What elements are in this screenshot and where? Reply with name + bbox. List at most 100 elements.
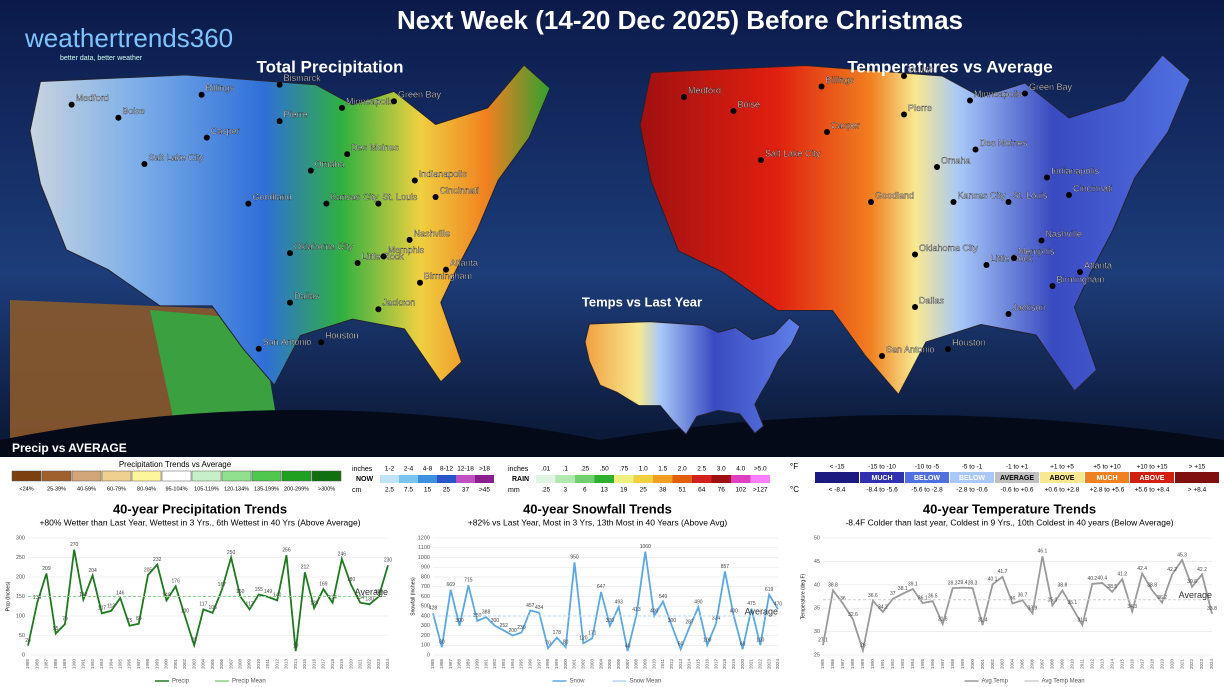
x-tick-label: 2014 bbox=[687, 659, 692, 670]
city-label: Medford bbox=[688, 85, 721, 95]
x-tick-label: 2019 bbox=[731, 659, 736, 670]
city-dot bbox=[912, 251, 918, 258]
data-label: 200 bbox=[508, 628, 517, 634]
y-tick-label: 0 bbox=[22, 652, 25, 658]
legend-title: Precipitation Trends vs Average bbox=[119, 460, 232, 469]
x-tick-label: 1989 bbox=[860, 659, 865, 670]
legend-swatch bbox=[101, 470, 132, 482]
legend-label: 2.5 bbox=[697, 466, 706, 473]
map-title: Temps vs Last Year bbox=[582, 294, 702, 309]
x-tick-label: 1996 bbox=[930, 659, 935, 670]
legend-label: Snow Mean bbox=[630, 679, 662, 685]
legend-label: -15 to -10 bbox=[868, 464, 896, 471]
y-axis-label: Prcp (Inches) bbox=[5, 581, 11, 611]
legend-label: > +15 bbox=[1189, 464, 1206, 471]
x-tick-label: 2012 bbox=[1089, 659, 1094, 670]
x-tick-label: 1993 bbox=[99, 659, 104, 670]
legend-label: 1.5 bbox=[658, 466, 667, 473]
data-label: 80 bbox=[136, 616, 142, 622]
city-label: Boise bbox=[122, 106, 145, 116]
legend-label: 120-134% bbox=[224, 486, 249, 492]
legend-swatch bbox=[475, 475, 494, 483]
legend-label: 95-104% bbox=[165, 486, 187, 492]
x-tick-label: 1991 bbox=[81, 659, 86, 670]
legend-label: Snow bbox=[570, 679, 586, 685]
city-label: Atlanta bbox=[1084, 260, 1112, 270]
x-tick-label: 1986 bbox=[34, 659, 39, 670]
data-label: 490 bbox=[694, 600, 703, 606]
data-label: 38.8 bbox=[828, 583, 838, 589]
x-tick-label: 1995 bbox=[117, 659, 122, 670]
legend-label: <24% bbox=[19, 486, 33, 492]
legend-label: +5.6 to +8.4 bbox=[1135, 487, 1170, 494]
data-label: 300 bbox=[668, 618, 677, 624]
x-tick-label: 2023 bbox=[766, 659, 771, 670]
annotation: Average bbox=[1179, 590, 1212, 600]
legend-swatch bbox=[575, 475, 595, 483]
x-tick-label: 1986 bbox=[830, 659, 835, 670]
data-label: 134 bbox=[328, 595, 337, 601]
city-label: Jackson bbox=[1013, 302, 1046, 312]
x-tick-label: 1989 bbox=[466, 659, 471, 670]
x-tick-label: 2015 bbox=[302, 659, 307, 670]
legend-swatch bbox=[995, 472, 1039, 483]
x-tick-label: 2012 bbox=[274, 659, 279, 670]
city-dot bbox=[375, 200, 382, 207]
x-tick-label: 2006 bbox=[1030, 659, 1035, 670]
x-tick-label: 2000 bbox=[970, 659, 975, 670]
legend-label: 80-94% bbox=[137, 486, 156, 492]
city-label: Cincinnati bbox=[440, 185, 480, 195]
legend-label: 1.0 bbox=[639, 466, 648, 473]
legend-label: >45 bbox=[479, 487, 490, 494]
city-label: Pierre bbox=[908, 103, 932, 113]
city-label: Minneapolis bbox=[346, 96, 395, 106]
data-label: 256 bbox=[282, 547, 291, 553]
city-dot bbox=[307, 167, 314, 174]
legend-label: +0.6 to +2.8 bbox=[1045, 487, 1080, 494]
us-map bbox=[639, 54, 1191, 396]
legend-unit: °C bbox=[790, 485, 799, 494]
legend-label: .50 bbox=[600, 466, 609, 473]
x-tick-label: 2001 bbox=[980, 659, 985, 670]
data-label: 130 bbox=[365, 597, 374, 603]
x-tick-label: 1985 bbox=[820, 659, 825, 670]
data-label: 33.9 bbox=[1028, 606, 1038, 612]
legend-swatch bbox=[71, 470, 102, 482]
legend-swatch bbox=[950, 472, 994, 483]
x-tick-label: 2022 bbox=[1189, 659, 1194, 670]
city-label: Medford bbox=[76, 93, 109, 103]
legend-swatch bbox=[1175, 472, 1219, 483]
city-label: Goodland bbox=[875, 190, 914, 200]
x-tick-label: 1985 bbox=[25, 659, 30, 670]
data-label: 42.4 bbox=[1137, 566, 1147, 572]
legend-swatch bbox=[672, 475, 692, 483]
annotation: Average bbox=[355, 587, 388, 597]
x-tick-label: 2004 bbox=[201, 659, 206, 670]
legend-label: 51 bbox=[679, 487, 687, 494]
legend-label: -1 to +1 bbox=[1006, 464, 1029, 471]
data-label: 38.5 bbox=[1107, 584, 1117, 590]
city-label: Jackson bbox=[382, 298, 415, 308]
data-label: 32.6 bbox=[848, 612, 858, 618]
city-dot bbox=[983, 262, 990, 268]
x-tick-label: 2007 bbox=[228, 659, 233, 670]
city-dot bbox=[375, 306, 382, 313]
data-label: 42.2 bbox=[1167, 567, 1177, 573]
legend-word: BELOW bbox=[959, 475, 985, 482]
data-label: 950 bbox=[570, 555, 579, 561]
footnote: Precip vs AVERAGE bbox=[12, 441, 127, 455]
city-dot bbox=[287, 299, 293, 306]
city-label: Kansas City bbox=[958, 190, 1007, 200]
x-tick-label: 2021 bbox=[1179, 659, 1184, 670]
data-label: 31.6 bbox=[938, 616, 948, 622]
x-tick-label: 2009 bbox=[642, 659, 647, 670]
data-label: 169 bbox=[319, 581, 328, 587]
city-dot bbox=[1005, 199, 1012, 205]
legend-unit: mm bbox=[508, 487, 520, 494]
legend-label: 38 bbox=[659, 487, 667, 494]
data-label: 113 bbox=[107, 603, 115, 609]
data-label: 857 bbox=[721, 564, 730, 570]
x-tick-label: 2017 bbox=[713, 659, 718, 670]
data-label: 100 bbox=[181, 608, 190, 614]
legend-swatch bbox=[251, 470, 282, 482]
